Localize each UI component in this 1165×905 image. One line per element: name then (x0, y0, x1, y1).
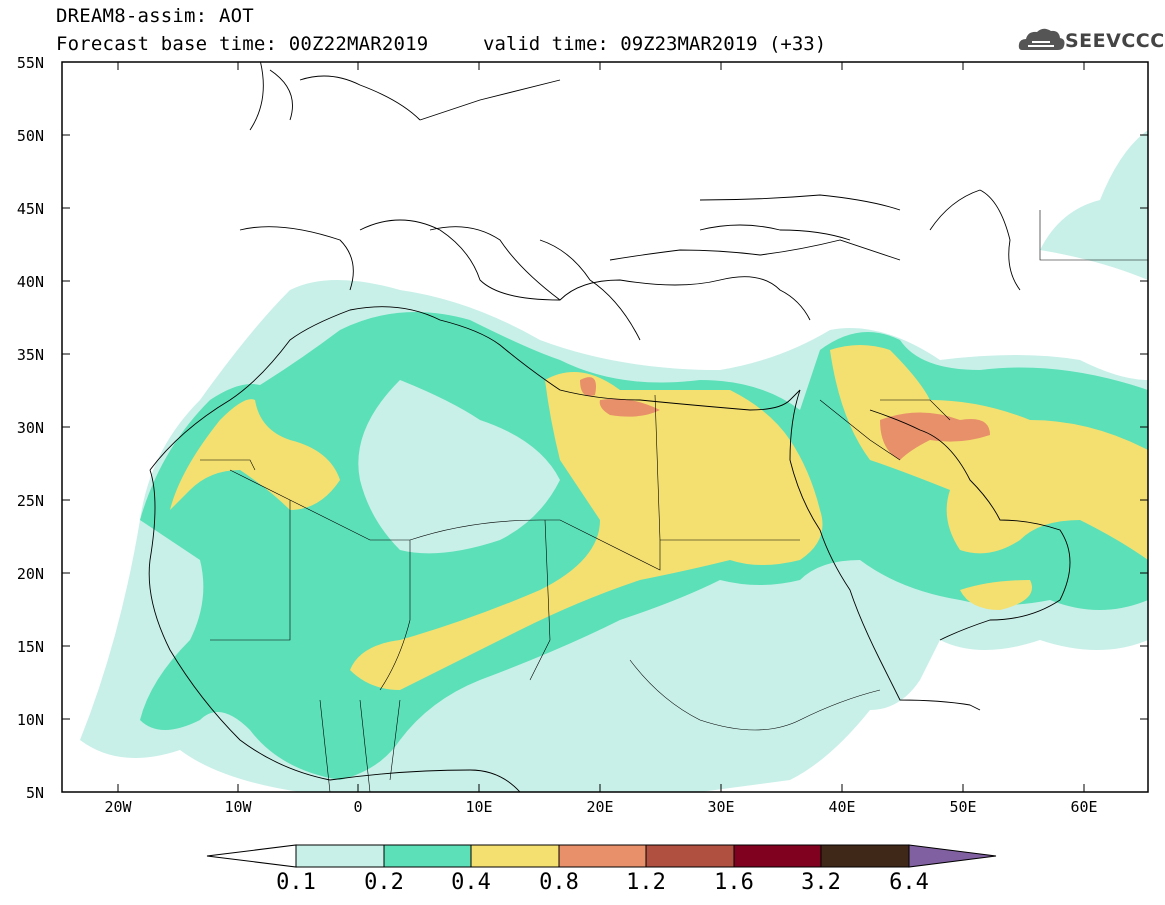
aot-band-0.1-caspian (1040, 130, 1148, 280)
aot-band-0.4-oman (960, 580, 1032, 610)
colorbar-label: 1.2 (626, 870, 666, 895)
product-title: DREAM8-assim: AOT (56, 5, 254, 27)
colorbar-low-arrow (206, 844, 297, 868)
logo-text: SEEVCCC (1065, 30, 1165, 52)
aot-band-0.8-libya (580, 377, 660, 417)
lat-label: 35N (16, 346, 44, 364)
lat-label: 50N (16, 127, 44, 145)
valid-time-label: valid time: 09Z23MAR2019 (+33) (483, 33, 827, 55)
colorbar-label: 0.2 (364, 870, 404, 895)
lon-label: 50E (949, 798, 977, 816)
lat-label: 40N (16, 273, 44, 291)
borders (200, 210, 1148, 792)
aot-fields (80, 130, 1148, 792)
colorbar-box-2 (383, 844, 472, 868)
lat-label: 20N (16, 565, 44, 583)
cloud-logo-icon (1018, 28, 1065, 50)
colorbar-box-5 (645, 844, 735, 868)
colorbar-label: 6.4 (889, 870, 929, 895)
lat-label: 10N (16, 711, 44, 729)
lon-label: 20E (586, 798, 614, 816)
axis-ticks (62, 61, 1148, 793)
colorbar-box-6 (733, 844, 822, 868)
lon-label: 10W (224, 798, 252, 816)
lat-label: 15N (16, 638, 44, 656)
coastlines (148, 62, 1071, 792)
lat-label: 25N (16, 492, 44, 510)
colorbar-box-3 (470, 844, 560, 868)
colorbar-label: 0.4 (451, 870, 491, 895)
colorbar-label: 0.8 (539, 870, 579, 895)
lon-label: 10E (465, 798, 493, 816)
lon-label: 0 (353, 798, 363, 816)
lon-label: 40E (828, 798, 856, 816)
aot-band-0.2-libya-hole (358, 380, 560, 554)
colorbar-box-4 (558, 844, 647, 868)
base-time-label: Forecast base time: 00Z22MAR2019 (56, 33, 429, 55)
colorbar-high-arrow (908, 844, 997, 868)
aot-band-0.4-arabia (830, 345, 1148, 560)
colorbar-box-7 (820, 844, 910, 868)
lon-label: 20W (104, 798, 132, 816)
lat-label: 5N (25, 784, 44, 802)
lon-label: 60E (1070, 798, 1098, 816)
lon-label: 30E (707, 798, 735, 816)
colorbar-label: 0.1 (276, 870, 316, 895)
lat-label: 45N (16, 200, 44, 218)
colorbar-box-1 (295, 844, 385, 868)
colorbar-label: 1.6 (714, 870, 754, 895)
colorbar-label: 3.2 (801, 870, 841, 895)
lat-label: 55N (16, 54, 44, 72)
colorbar (206, 844, 997, 868)
lat-label: 30N (16, 419, 44, 437)
aot-band-0.4-sahara (350, 372, 823, 690)
aot-band-0.4 (170, 399, 340, 510)
